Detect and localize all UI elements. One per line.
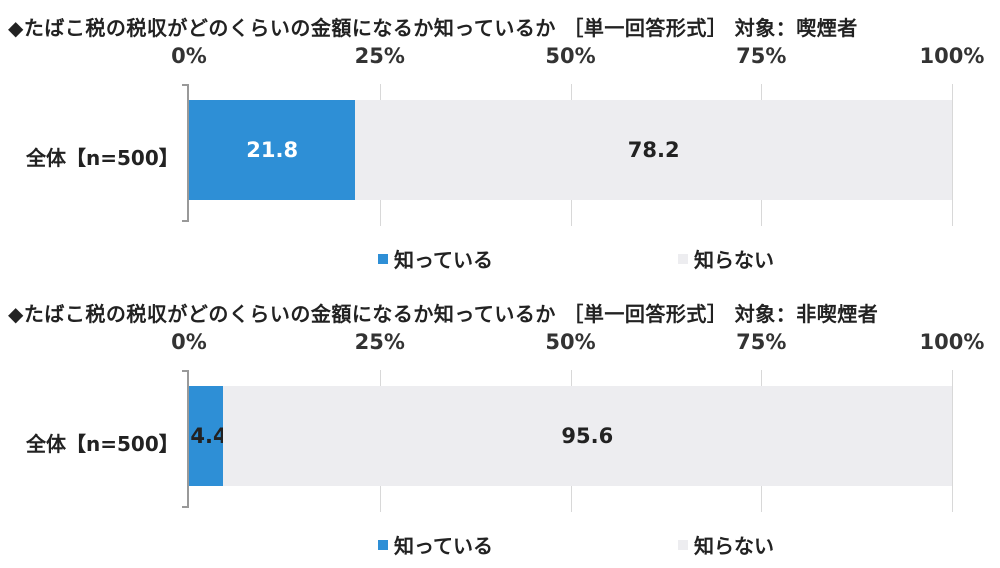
x-tick-label: 25% — [354, 330, 405, 354]
x-tick-label: 0% — [171, 330, 207, 354]
legend-label: 知らない — [694, 248, 774, 272]
legend-label: 知らない — [694, 534, 774, 558]
data-label: 21.8 — [246, 138, 299, 162]
x-tick-label: 75% — [736, 330, 787, 354]
chart-title: ◆たばこ税の税収がどのくらいの金額になるか知っているか ［単一回答形式］ 対象：… — [8, 302, 879, 326]
x-tick-label: 100% — [919, 330, 985, 354]
x-tick-label: 0% — [171, 44, 207, 68]
axis-tick — [182, 370, 188, 372]
legend-item-unknown: 知らない — [678, 530, 774, 559]
chart-title: ◆たばこ税の税収がどのくらいの金額になるか知っているか ［単一回答形式］ 対象：… — [8, 16, 858, 40]
x-tick-label: 100% — [919, 44, 985, 68]
bar-segment-known — [189, 386, 223, 486]
y-axis-line — [187, 370, 189, 508]
row-label: 全体【n=500】 — [26, 432, 179, 456]
grid-line — [952, 370, 953, 512]
legend-label: 知っている — [394, 248, 493, 272]
legend-item-known: 知っている — [378, 244, 493, 273]
legend-swatch — [678, 253, 688, 264]
bar-segment-known — [189, 100, 356, 200]
axis-tick — [182, 220, 188, 222]
chart-panel-smokers: ◆たばこ税の税収がどのくらいの金額になるか知っているか ［単一回答形式］ 対象：… — [0, 12, 1000, 282]
legend-label: 知っている — [394, 534, 493, 558]
axis-tick — [182, 506, 188, 508]
bar-segment-unknown — [222, 386, 952, 486]
axis-tick — [182, 84, 188, 86]
x-tick-label: 25% — [354, 44, 405, 68]
legend-item-unknown: 知らない — [678, 244, 774, 273]
y-axis-line — [187, 84, 189, 222]
bar-segment-unknown — [355, 100, 952, 200]
legend-swatch — [678, 539, 688, 550]
legend-item-known: 知っている — [378, 530, 493, 559]
legend-swatch — [378, 539, 388, 550]
chart-panel-nonsmokers: ◆たばこ税の税収がどのくらいの金額になるか知っているか ［単一回答形式］ 対象：… — [0, 298, 1000, 568]
x-tick-label: 50% — [545, 44, 596, 68]
x-tick-label: 75% — [736, 44, 787, 68]
row-label: 全体【n=500】 — [26, 146, 179, 170]
data-label: 4.4 — [190, 424, 228, 448]
data-label: 78.2 — [627, 138, 680, 162]
x-tick-label: 50% — [545, 330, 596, 354]
legend-swatch — [378, 253, 388, 264]
data-label: 95.6 — [561, 424, 614, 448]
grid-line — [952, 84, 953, 226]
